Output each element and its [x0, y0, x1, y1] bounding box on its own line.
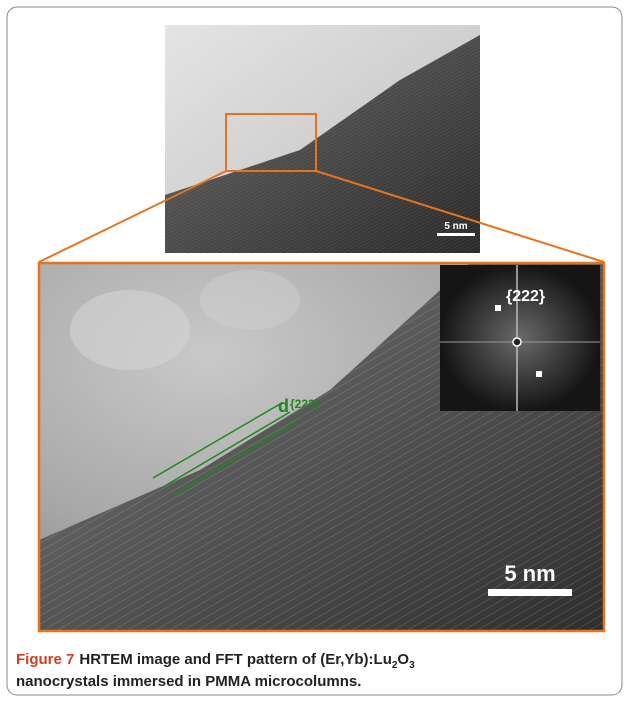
page: 5 nm {222} d{222} 5 nm Figure 7HRTEM ima… [0, 0, 629, 703]
scale-label: 5 nm [444, 221, 467, 232]
figure: 5 nm {222} d{222} 5 nm Figure 7HRTEM ima… [0, 0, 629, 703]
scale-bar [437, 233, 475, 236]
caption-line: nanocrystals immersed in PMMA microcolum… [16, 673, 361, 690]
fft-inset [440, 265, 600, 411]
scale-bar [488, 589, 572, 596]
top-image [165, 25, 480, 253]
fft-label: {222} [506, 288, 545, 305]
scale-label: 5 nm [504, 561, 555, 586]
